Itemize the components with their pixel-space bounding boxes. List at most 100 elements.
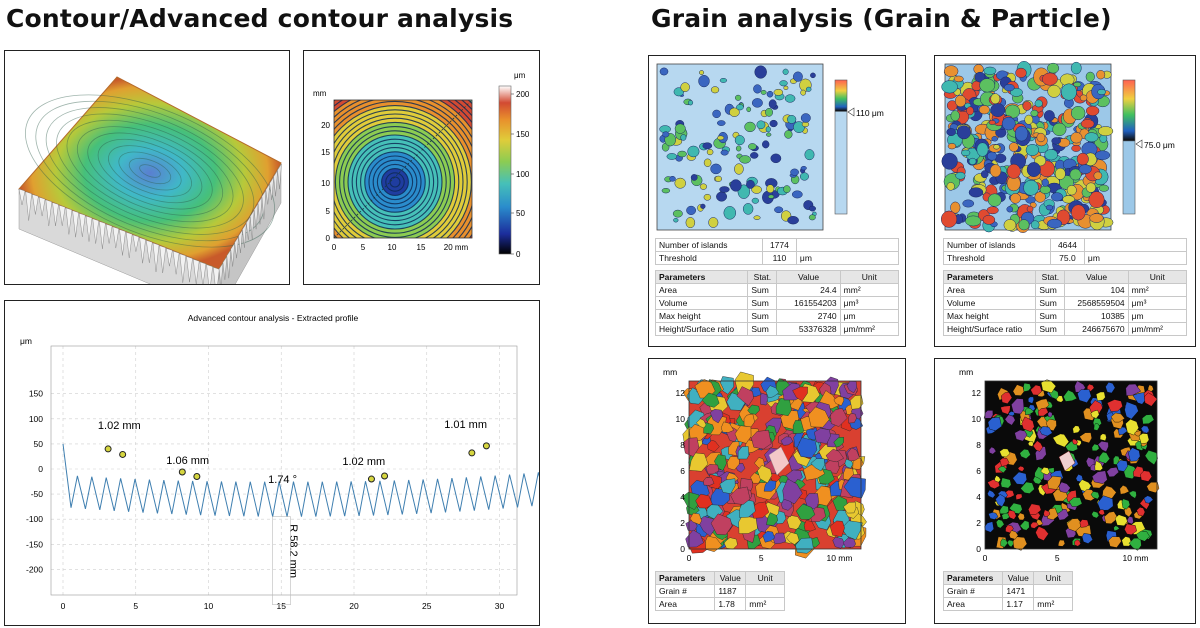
- islands-info-table-2: Number of islands 4644 Threshold 75.0 μm: [943, 238, 1188, 265]
- table-row: Area Sum 24.4 mm²: [654, 283, 900, 297]
- grain-map-y-tick: 4: [680, 492, 685, 502]
- threshold-marker-1: 110 μm: [856, 108, 884, 118]
- table-row: Height/Surface ratio Sum 246675670 μm/mm²: [942, 322, 1188, 336]
- profile-x-tick: 20: [349, 601, 359, 611]
- grain-map-x-tick: 5: [759, 553, 764, 563]
- surface-3d-view[interactable]: [4, 50, 290, 285]
- profile-marker: [119, 450, 127, 458]
- profile-y-tick: -200: [26, 564, 43, 574]
- grain-islands-panel-2[interactable]: 75.0 μm Number of islands 4644 Threshold 7…: [934, 55, 1196, 347]
- table-row: Number of islands 4644: [943, 238, 1188, 252]
- profile-y-tick: 50: [34, 439, 44, 449]
- table-row: Volume Sum 161554203 μm³: [654, 296, 900, 310]
- profile-annotation: 1.01 mm: [444, 419, 487, 431]
- heatmap-x-tick: 0: [332, 243, 337, 252]
- profile-annotation: 1.74 °: [268, 474, 297, 486]
- heatmap-y-tick: 10: [321, 179, 330, 188]
- extracted-profile-chart: Advanced contour analysis - Extracted pr…: [20, 313, 539, 611]
- grain-map-y-tick: 6: [680, 466, 685, 476]
- grain-map-x-tick: 0: [687, 553, 692, 563]
- heatmap-x-tick: 15: [417, 243, 426, 252]
- grain-map-y-tick: 2: [976, 518, 981, 528]
- islands-info-table-1: Number of islands 1774 Threshold 110 μm: [655, 238, 900, 265]
- grain-map-x-tick: 10 mm: [826, 553, 852, 563]
- heatmap-y-unit: mm: [313, 89, 327, 98]
- heatmap-scale-unit: μm: [514, 71, 526, 80]
- scale-tick: 100: [516, 170, 530, 179]
- threshold-marker-2: 75.0 μm: [1144, 140, 1175, 150]
- profile-marker: [381, 472, 389, 480]
- grain-map-y-tick: 2: [680, 518, 685, 528]
- profile-y-tick: -150: [26, 539, 43, 549]
- grain-map-unit-2: mm: [959, 367, 973, 377]
- profile-x-tick: 10: [204, 601, 214, 611]
- heatmap-x-tick: 20 mm: [444, 243, 469, 252]
- table-row: Number of islands 1774: [655, 238, 900, 252]
- grain-map-panel-1[interactable]: mm 12 10 8 6 4 2 0 0 5 10 mm Parameters Value Unit…: [648, 358, 906, 624]
- profile-x-tick: 25: [422, 601, 432, 611]
- profile-x-tick: 0: [61, 601, 66, 611]
- profile-y-unit: μm: [20, 336, 32, 346]
- profile-y-tick: -100: [26, 514, 43, 524]
- profile-annotation: 1.02 mm: [342, 456, 385, 468]
- grain-map-y-tick: 12: [972, 388, 982, 398]
- grain-map-y-tick: 12: [676, 388, 686, 398]
- parameters-table-1: Parameters Stat. Value Unit Area Sum 24.4 mm² …: [654, 270, 900, 336]
- profile-y-tick: 100: [29, 414, 43, 424]
- grain-map-y-tick: 6: [976, 466, 981, 476]
- table-row: Area Sum 104 mm²: [942, 283, 1188, 297]
- heatmap-y-tick: 5: [326, 207, 331, 216]
- grain-map-y-tick: 10: [972, 414, 982, 424]
- scale-tick: 0: [516, 250, 521, 259]
- profile-annotation: 1.02 mm: [98, 420, 141, 432]
- grain-section-heading: Grain analysis (Grain & Particle): [651, 4, 1112, 33]
- profile-x-tick: 5: [133, 601, 138, 611]
- extracted-profile-panel[interactable]: Advanced contour analysis - Extracted pr…: [4, 300, 540, 626]
- grain-params-table-1: Parameters Value Unit Grain #1187 Area 1.78…: [654, 571, 785, 611]
- grain-map-x-tick: 0: [983, 553, 988, 563]
- profile-y-tick: -50: [31, 489, 44, 499]
- table-row: Area 1.17 mm²: [942, 597, 1073, 611]
- profile-y-tick: 150: [29, 389, 43, 399]
- table-row: Threshold 110 μm: [655, 251, 900, 265]
- grain-map-x-tick: 5: [1055, 553, 1060, 563]
- profile-marker: [468, 449, 476, 457]
- table-row: Volume Sum 2568559504 μm³: [942, 296, 1188, 310]
- contour-heatmap-view[interactable]: mm 20 15 10 5 0 0 5 10 15 20 mm μm 200 150 100 50 0: [303, 50, 540, 285]
- grain-map-2: mm 12 10 8 6 4 2 0 0 5 10 mm: [959, 367, 1160, 563]
- table-row: Grain #1471: [942, 584, 1073, 598]
- scale-tick: 50: [516, 209, 525, 218]
- parameters-table-2: Parameters Stat. Value Unit Area Sum 104 mm² V…: [942, 270, 1188, 336]
- grain-islands-map-1: 110 μm: [656, 63, 884, 231]
- table-row: Threshold 75.0 μm: [943, 251, 1188, 265]
- heatmap-x-tick: 5: [361, 243, 366, 252]
- table-row: Max height Sum 10385 μm: [942, 309, 1188, 323]
- scale-tick: 200: [516, 90, 530, 99]
- grain-map-y-tick: 8: [680, 440, 685, 450]
- grain-map-y-tick: 8: [976, 440, 981, 450]
- heatmap-x-tick: 10: [388, 243, 397, 252]
- grain-map-y-tick: 4: [976, 492, 981, 502]
- surface-3d-image: [18, 76, 282, 284]
- grain-map-x-tick: 10 mm: [1122, 553, 1148, 563]
- profile-marker: [367, 475, 375, 483]
- grain-map-1: mm 12 10 8 6 4 2 0 0 5 10 mm: [663, 367, 867, 563]
- grain-map-y-tick: 0: [680, 544, 685, 554]
- profile-marker: [482, 442, 490, 450]
- profile-chart-title: Advanced contour analysis - Extracted pr…: [188, 313, 359, 323]
- grain-map-y-tick: 0: [976, 544, 981, 554]
- profile-marker: [178, 468, 186, 476]
- heatmap-y-tick: 20: [321, 121, 330, 130]
- grain-islands-panel-1[interactable]: 110 μm Number of islands 1774 Threshold 11…: [648, 55, 906, 347]
- radius-annotation: R 58.2 mm: [287, 524, 299, 578]
- grain-params-table-2: Parameters Value Unit Grain #1471 Area 1.17…: [942, 571, 1073, 611]
- table-row: Grain #1187: [654, 584, 785, 598]
- table-row: Height/Surface ratio Sum 53376328 μm/mm²: [654, 322, 900, 336]
- profile-y-tick: 0: [38, 464, 43, 474]
- grain-map-y-tick: 10: [676, 414, 686, 424]
- grain-map-panel-2[interactable]: mm 12 10 8 6 4 2 0 0 5 10 mm Parameters Value Unit…: [934, 358, 1196, 624]
- heatmap-y-tick: 0: [326, 234, 331, 243]
- profile-marker: [193, 473, 201, 481]
- scale-tick: 150: [516, 130, 530, 139]
